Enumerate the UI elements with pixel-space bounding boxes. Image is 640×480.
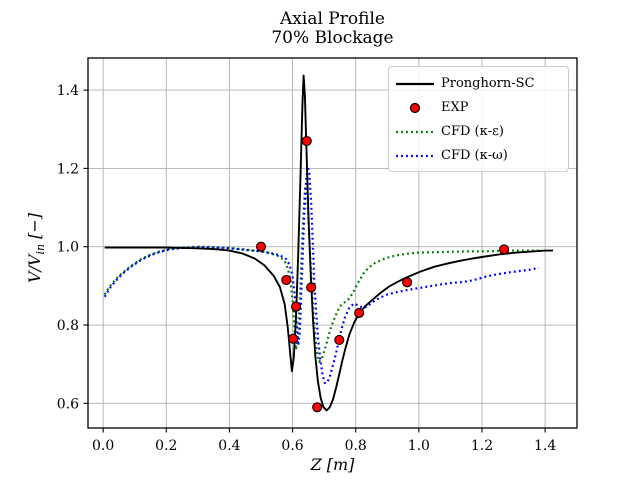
y-axis-label: V/Vin [−] — [24, 212, 48, 284]
svg-text:0.8: 0.8 — [57, 318, 79, 334]
svg-text:1.0: 1.0 — [408, 438, 430, 454]
legend: Pronghorn-SC EXP CFD (κ-ε) CFD (κ-ω) — [388, 66, 569, 172]
legend-label: EXP — [441, 100, 469, 115]
svg-text:0.8: 0.8 — [345, 438, 367, 454]
chart-title-line1: Axial Profile — [280, 9, 385, 29]
legend-item-exp: EXP — [389, 96, 568, 120]
svg-text:1.2: 1.2 — [57, 161, 79, 177]
legend-item-pronghorn-sc: Pronghorn-SC — [389, 72, 568, 96]
legend-item-cfd-k-epsilon: CFD (κ-ε) — [389, 120, 568, 144]
svg-text:1.4: 1.4 — [534, 438, 556, 454]
x-axis-label: Z [m] — [310, 455, 355, 474]
legend-swatch-dotted-line-blue — [389, 150, 441, 162]
chart-title: Axial Profile 70% Blockage — [88, 10, 577, 48]
legend-label: Pronghorn-SC — [441, 76, 535, 91]
legend-swatch-dotted-line-green — [389, 126, 441, 138]
svg-text:1.2: 1.2 — [471, 438, 493, 454]
svg-text:1.0: 1.0 — [57, 240, 79, 256]
legend-swatch-solid-line — [389, 78, 441, 90]
svg-text:0.2: 0.2 — [155, 438, 177, 454]
svg-text:0.0: 0.0 — [92, 438, 114, 454]
svg-text:0.4: 0.4 — [218, 438, 240, 454]
svg-text:0.6: 0.6 — [57, 396, 79, 412]
chart-title-line2: 70% Blockage — [271, 28, 394, 48]
legend-swatch-marker — [389, 102, 441, 114]
legend-label: CFD (κ-ω) — [441, 148, 508, 163]
svg-text:0.6: 0.6 — [281, 438, 303, 454]
legend-item-cfd-k-omega: CFD (κ-ω) — [389, 144, 568, 168]
svg-text:1.4: 1.4 — [57, 83, 79, 99]
legend-label: CFD (κ-ε) — [441, 124, 504, 139]
